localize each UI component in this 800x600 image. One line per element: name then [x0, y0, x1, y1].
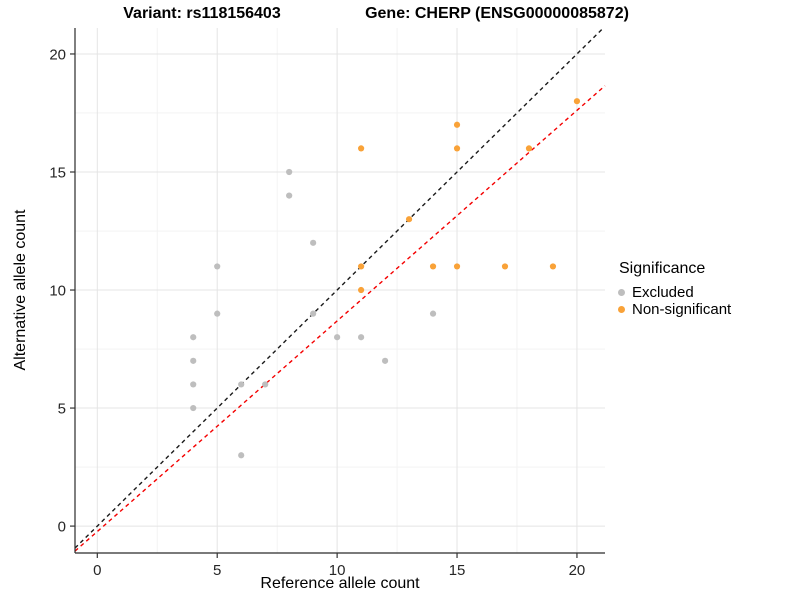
x-axis-title: Reference allele count	[260, 575, 420, 592]
data-point-excluded	[262, 381, 269, 388]
data-point-excluded	[190, 381, 197, 388]
data-point-excluded	[358, 334, 365, 341]
data-point-excluded	[214, 310, 221, 317]
data-point-non-significant	[429, 263, 437, 270]
identity-line	[74, 28, 604, 549]
y-tick-label: 20	[49, 46, 66, 63]
legend-label-non-significant: Non-significant	[632, 301, 732, 318]
legend-title: Significance	[619, 260, 706, 277]
legend-item-excluded: Excluded	[613, 284, 731, 301]
data-point-non-significant	[525, 145, 533, 152]
data-point-non-significant	[573, 98, 581, 105]
x-tick-label: 20	[569, 562, 586, 579]
y-tick-label: 5	[58, 401, 66, 418]
legend: Significance Excluded Non-significant	[613, 260, 731, 318]
x-tick-label: 15	[449, 562, 466, 579]
data-point-non-significant	[501, 263, 509, 270]
y-axis-title: Alternative allele count	[12, 209, 29, 371]
x-tick-label: 5	[213, 562, 221, 579]
data-point-excluded	[238, 381, 245, 388]
data-point-non-significant	[453, 145, 461, 152]
data-point-non-significant	[453, 121, 461, 128]
legend-label-excluded: Excluded	[632, 284, 694, 301]
x-tick-label: 0	[93, 562, 101, 579]
data-point-non-significant	[549, 263, 557, 270]
data-point-non-significant	[358, 263, 365, 270]
scatter-plot-panel: 0 0 5 5 10 10 15 15 20 20	[49, 28, 606, 579]
data-point-excluded	[190, 404, 197, 412]
data-point-excluded	[190, 357, 197, 364]
data-point-excluded	[429, 310, 437, 317]
fit-line	[74, 85, 606, 552]
data-point-excluded	[214, 263, 221, 270]
data-point-excluded	[381, 357, 389, 364]
y-tick-label: 10	[49, 283, 66, 300]
x-tick-label: 10	[329, 562, 346, 579]
legend-item-non-significant: Non-significant	[613, 301, 731, 318]
data-point-excluded	[310, 239, 317, 246]
data-point-excluded	[334, 334, 341, 341]
data-point-non-significant	[405, 216, 413, 223]
data-point-non-significant	[453, 263, 461, 270]
variant-title: Variant: rs118156403	[123, 5, 281, 22]
non-significant-dot-icon	[618, 306, 625, 313]
data-point-excluded	[286, 192, 293, 199]
y-tick-label: 0	[58, 519, 66, 536]
data-point-non-significant	[358, 145, 365, 152]
excluded-dot-icon	[618, 289, 625, 296]
data-point-excluded	[310, 310, 317, 317]
y-tick-label: 15	[49, 164, 66, 181]
data-point-excluded	[238, 452, 245, 459]
data-point-excluded	[190, 334, 197, 341]
data-point-non-significant	[358, 286, 365, 294]
gene-title: Gene: CHERP (ENSG00000085872)	[365, 5, 629, 22]
data-point-excluded	[286, 168, 293, 176]
